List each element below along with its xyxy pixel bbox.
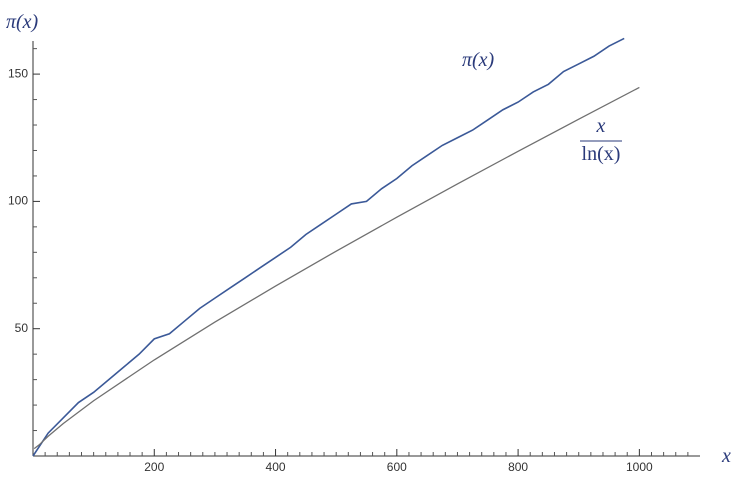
x-axis-label: x xyxy=(721,445,731,467)
x-tick-label: 600 xyxy=(387,460,407,474)
series-label-numerator: x xyxy=(596,115,606,137)
series-label-denominator: ln(x) xyxy=(582,143,621,165)
series-line xyxy=(33,86,640,450)
y-tick-label: 150 xyxy=(8,66,28,80)
x-tick-label: 200 xyxy=(144,460,164,474)
x-tick-label: 1000 xyxy=(626,460,653,474)
series-line xyxy=(32,37,625,457)
y-tick-label: 50 xyxy=(15,321,29,335)
y-axis-label: π(x) xyxy=(6,11,39,33)
series-label: π(x) xyxy=(462,49,495,71)
y-tick-label: 100 xyxy=(8,194,28,208)
x-tick-label: 800 xyxy=(508,460,528,474)
x-tick-label: 400 xyxy=(266,460,286,474)
